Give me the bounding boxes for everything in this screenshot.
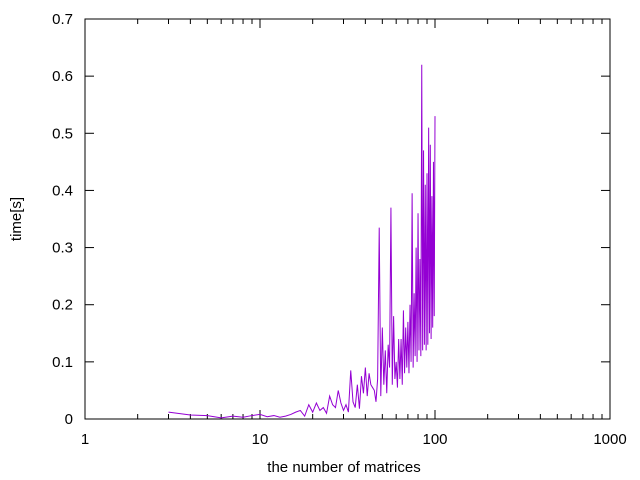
y-tick-label: 0 (65, 411, 73, 428)
ticks (84, 18, 611, 420)
x-tick-label: 10 (252, 431, 269, 448)
x-tick-label: 1000 (593, 431, 626, 448)
y-tick-label: 0.5 (52, 125, 73, 142)
y-tick-label: 0.2 (52, 297, 73, 314)
x-tick-label: 1 (81, 431, 89, 448)
series-line (168, 64, 436, 419)
y-tick-label: 0.1 (52, 354, 73, 371)
plot-frame (84, 18, 611, 420)
y-tick-label: 0.7 (52, 11, 73, 28)
x-axis-title: the number of matrices (267, 459, 420, 476)
y-tick-label: 0.6 (52, 68, 73, 85)
y-tick-label: 0.4 (52, 182, 73, 199)
y-axis-title: time[s] (8, 197, 25, 241)
tick-labels: 0 0.1 0.2 0.3 0.4 0.5 0.6 0.7 1 10 100 1000 (52, 11, 627, 448)
x-tick-label: 100 (422, 431, 447, 448)
y-tick-label: 0.3 (52, 240, 73, 257)
